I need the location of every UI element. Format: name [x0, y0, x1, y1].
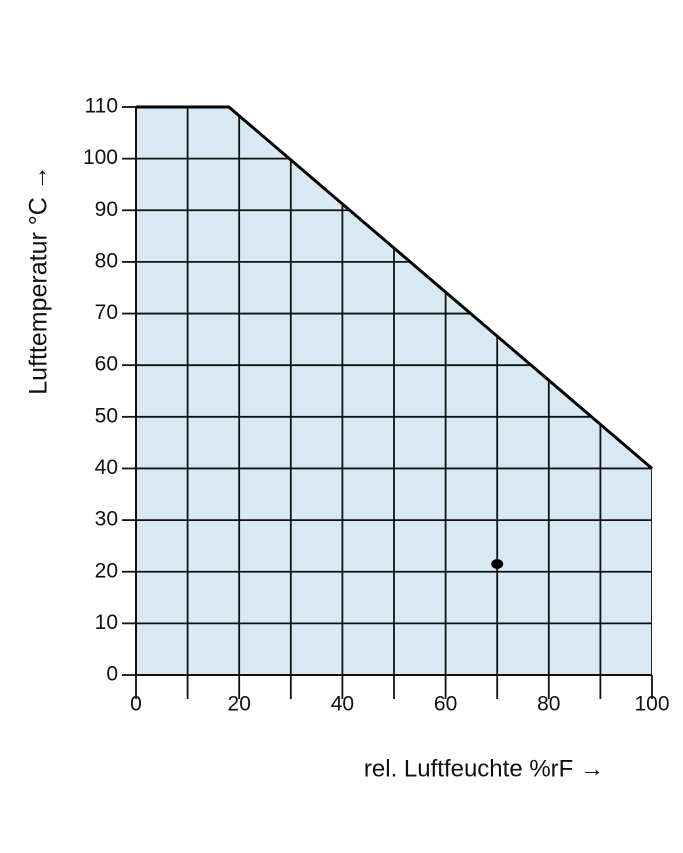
- x-tick-label: 40: [331, 693, 354, 716]
- area-line: [136, 105, 653, 470]
- y-tick-label: 30: [95, 508, 118, 531]
- y-tick-label: 10: [95, 611, 118, 634]
- overlay: 0 20 40 60 80 100 0 10 20 30 40 50 60 70 80 90 100 110: [83, 95, 670, 716]
- y-axis-label: Lufttemperatur °C →: [25, 165, 53, 395]
- y-tick-label: 60: [95, 353, 118, 376]
- y-tick-label: 80: [95, 249, 118, 272]
- y-tick-label: 20: [95, 559, 118, 582]
- x-tick-label: 80: [537, 693, 560, 716]
- x-tick-label: 20: [228, 693, 251, 716]
- y-tick-label: 90: [95, 198, 118, 221]
- y-tick-label: 100: [83, 146, 118, 169]
- y-tick-label: 50: [95, 404, 118, 427]
- x-axis-label: rel. Luftfeuchte %rF →: [364, 755, 604, 782]
- grid: [136, 107, 652, 675]
- x-tick-label: 60: [434, 693, 457, 716]
- point: [491, 558, 504, 569]
- y-tick-label: 40: [95, 456, 118, 479]
- x-tick-label: 0: [130, 693, 142, 716]
- y-tick-label: 110: [85, 95, 118, 118]
- y-tick-label: 0: [106, 663, 118, 686]
- x-tick-label: 100: [634, 693, 669, 716]
- y-tick-label: 70: [95, 301, 118, 324]
